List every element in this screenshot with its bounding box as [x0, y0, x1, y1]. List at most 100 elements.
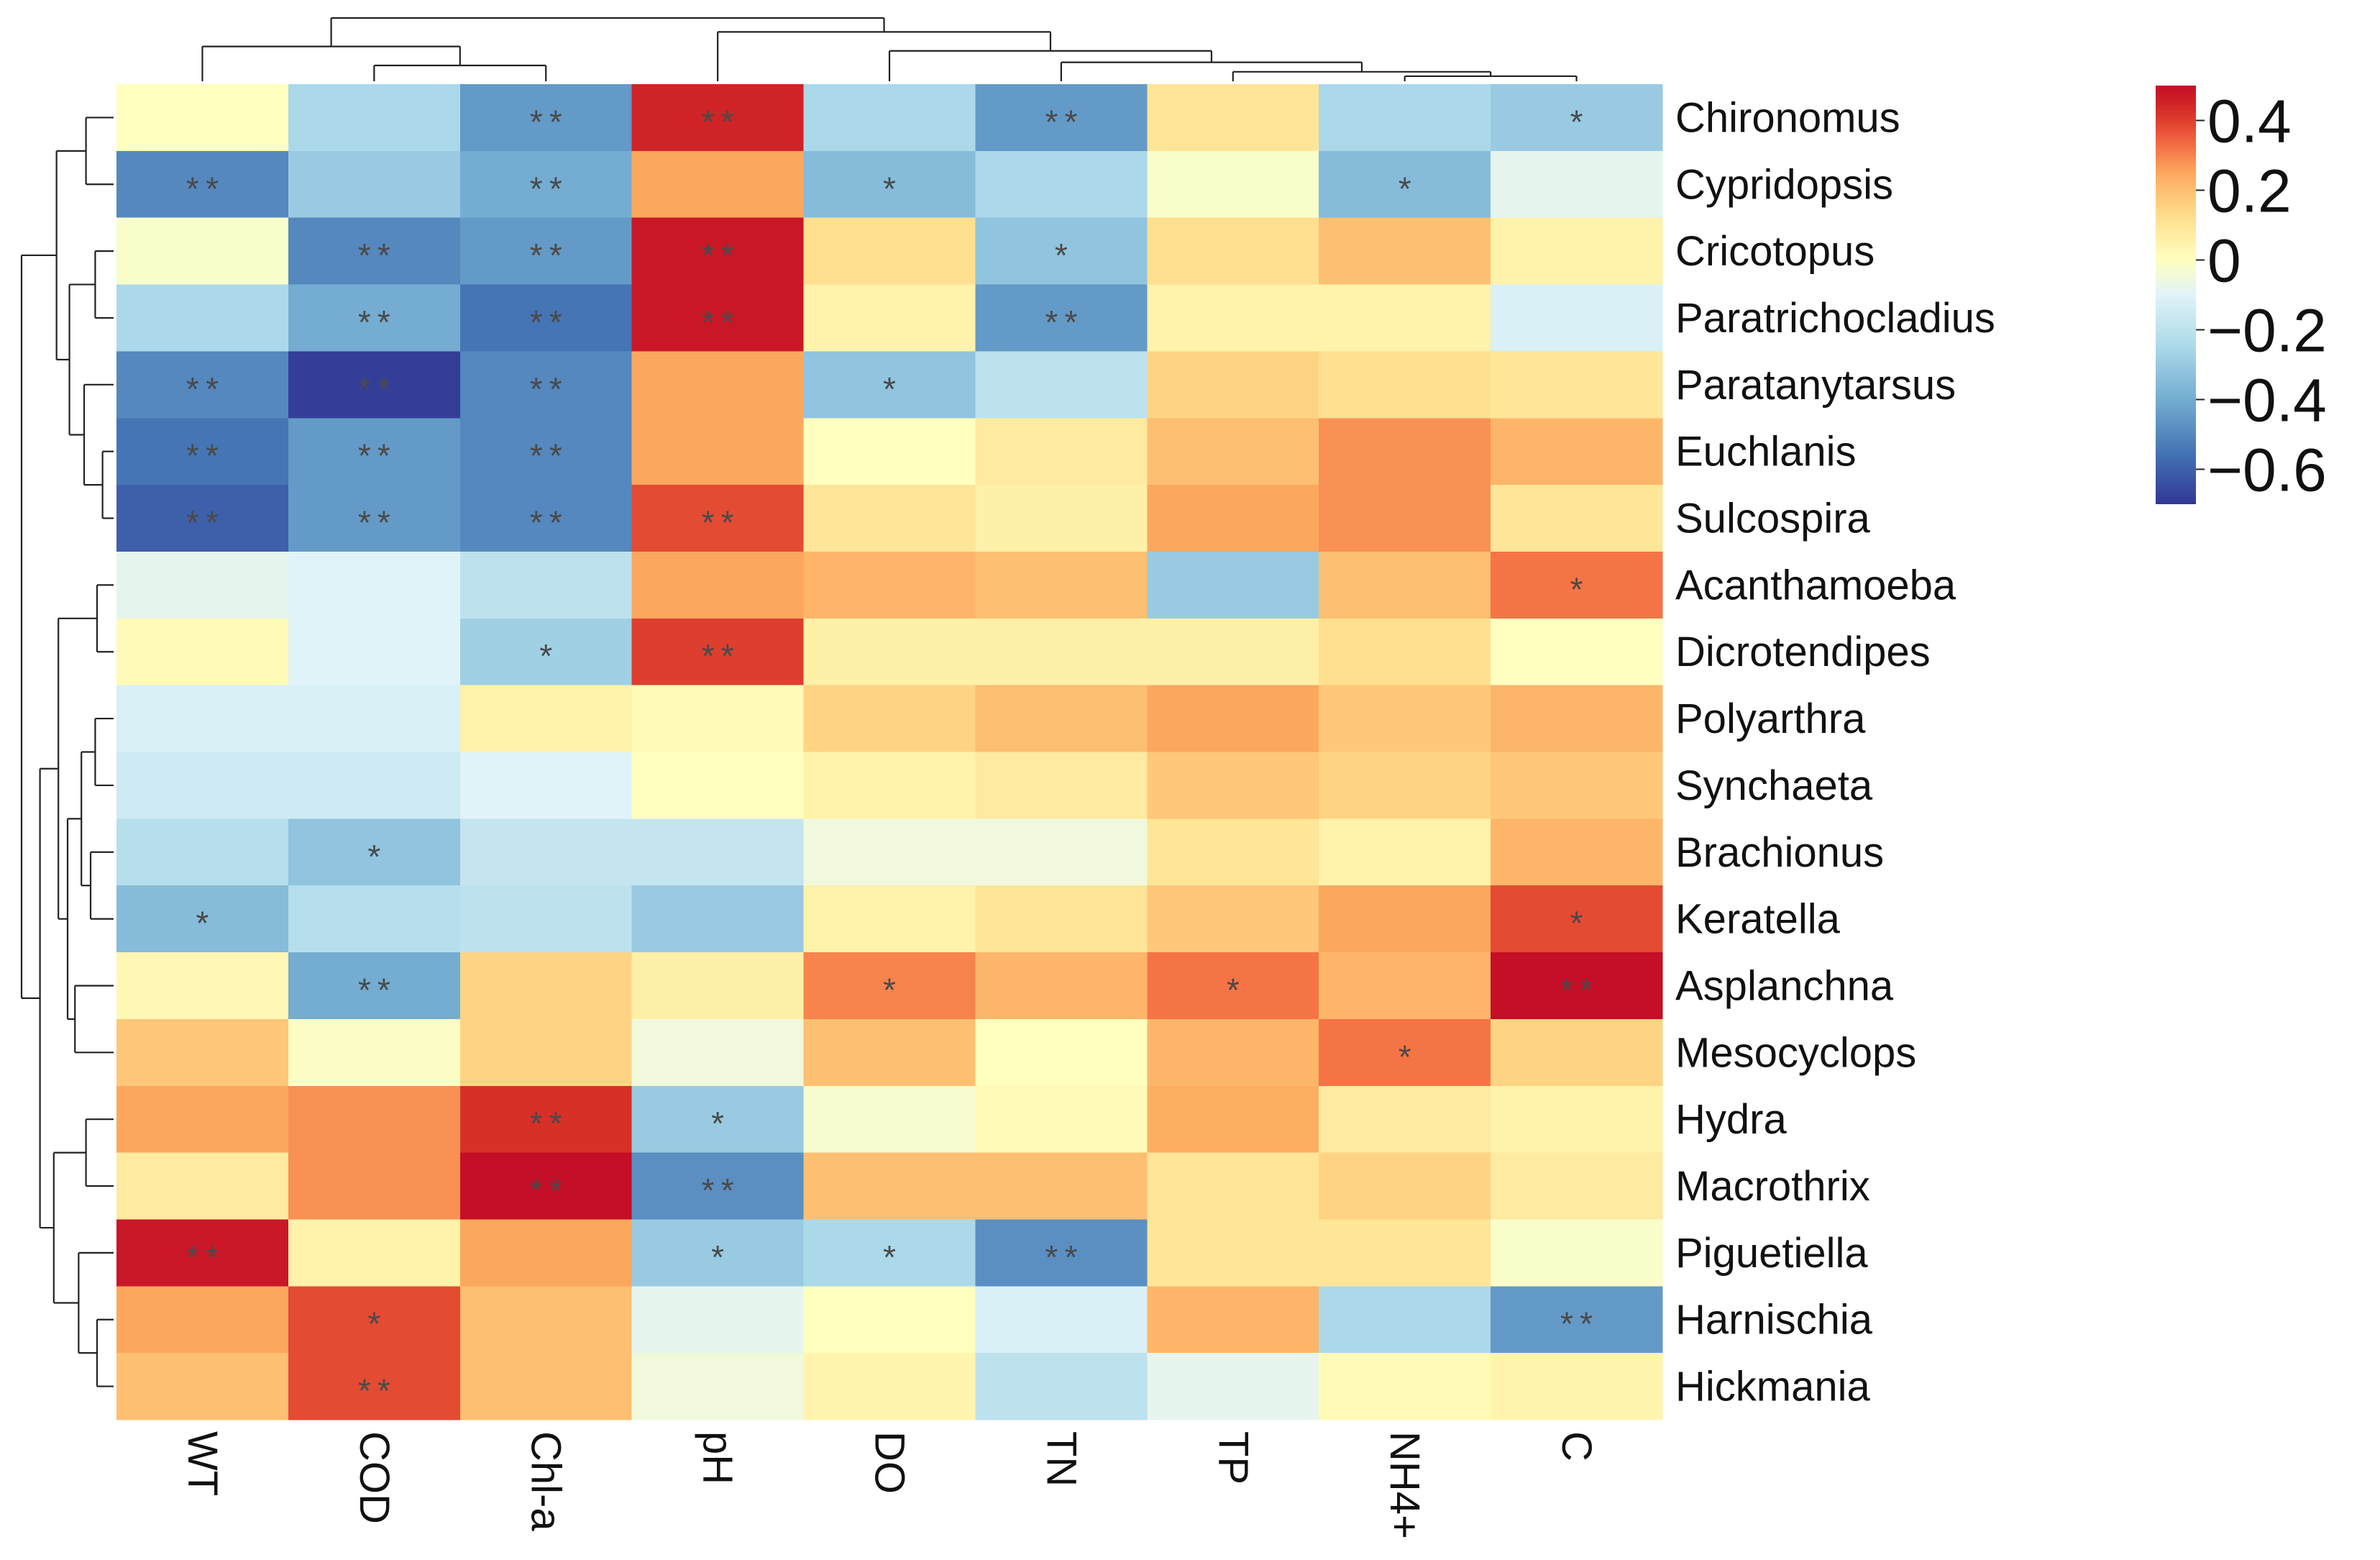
cell-polyarthra-c — [1491, 685, 1663, 753]
row-label-cricotopus: Cricotopus — [1675, 228, 1875, 275]
cell-asplanchna-tp — [1147, 952, 1319, 1020]
color-legend-ticks: 0.40.20−0.2−0.4−0.6 — [2196, 88, 2327, 504]
cell-paratanytarsus-cod — [288, 351, 461, 419]
cell-dicrotendipes-do — [803, 618, 976, 686]
cell-macrothrix-do — [803, 1152, 976, 1221]
cell-cypridopsis-tn — [975, 150, 1148, 219]
cell-cypridopsis-nh4 — [1319, 150, 1491, 219]
cell-euchlanis-c — [1491, 418, 1663, 485]
significance-mark: * * — [186, 170, 219, 207]
cell-synchaeta-wt — [116, 752, 289, 819]
cell-polyarthra-cod — [288, 685, 461, 753]
significance-mark: * — [196, 905, 209, 942]
cell-sulcospira-nh4 — [1319, 485, 1491, 552]
cell-sulcospira-tp — [1147, 485, 1319, 552]
row-label-euchlanis: Euchlanis — [1675, 429, 1856, 475]
cell-synchaeta-tn — [975, 752, 1148, 819]
cell-hickmania-wt — [116, 1353, 289, 1420]
cell-hickmania-tn — [975, 1353, 1148, 1420]
row-label-hickmania: Hickmania — [1675, 1364, 1870, 1410]
significance-mark: * * — [702, 103, 734, 140]
significance-mark: * * — [186, 437, 219, 475]
cell-harnischia-chla — [459, 1286, 633, 1354]
cell-keratella-chla — [459, 885, 633, 953]
cell-acanthamoeba-wt — [116, 551, 289, 619]
significance-mark: * * — [1045, 304, 1077, 341]
cell-harnischia-do — [803, 1286, 976, 1354]
row-label-polyarthra: Polyarthra — [1675, 695, 1866, 742]
legend-tick-label: 0 — [2207, 227, 2241, 295]
cell-chironomus-chla — [459, 84, 633, 152]
cell-cricotopus-wt — [116, 217, 289, 286]
cell-cypridopsis-do — [803, 150, 976, 219]
cell-dicrotendipes-tn — [975, 618, 1148, 686]
significance-mark: * — [883, 170, 896, 207]
cell-asplanchna-nh4 — [1319, 952, 1491, 1020]
significance-mark: * * — [530, 1105, 562, 1142]
cell-paratrichocladius-ph — [631, 284, 805, 352]
cell-keratella-cod — [288, 885, 461, 953]
significance-mark: * — [367, 838, 380, 875]
cell-paratrichocladius-cod — [288, 284, 461, 352]
cell-cypridopsis-ph — [631, 150, 805, 219]
row-label-paratrichocladius: Paratrichocladius — [1675, 295, 1995, 342]
significance-mark: * * — [1045, 1239, 1077, 1276]
cell-paratanytarsus-tp — [1147, 351, 1319, 419]
significance-mark: * — [1055, 237, 1068, 274]
row-labels: Chironomus Cypridopsis Cricotopus Paratrich… — [1675, 94, 1995, 1410]
cell-sulcospira-cod — [288, 485, 461, 552]
significance-mark: * * — [530, 437, 562, 475]
cell-harnischia-cod — [288, 1286, 461, 1354]
cell-hydra-do — [803, 1085, 976, 1154]
cell-dicrotendipes-wt — [116, 618, 289, 686]
cell-piguetiella-ph — [631, 1219, 805, 1287]
column-label-c: C — [1553, 1431, 1600, 1461]
row-label-sulcospira: Sulcospira — [1675, 496, 1871, 542]
cell-synchaeta-c — [1491, 752, 1663, 819]
cell-polyarthra-tp — [1147, 685, 1319, 753]
cell-cricotopus-tp — [1147, 217, 1319, 286]
cell-polyarthra-chla — [459, 685, 633, 753]
cell-polyarthra-ph — [631, 685, 805, 753]
color-legend-bar — [2156, 86, 2196, 504]
cell-brachionus-chla — [459, 818, 633, 886]
cell-macrothrix-nh4 — [1319, 1152, 1491, 1221]
cell-hickmania-ph — [631, 1353, 805, 1420]
cell-paratrichocladius-tn — [975, 284, 1148, 352]
cell-acanthamoeba-cod — [288, 551, 461, 619]
significance-mark: * * — [358, 504, 390, 542]
cell-hickmania-c — [1491, 1353, 1663, 1420]
significance-mark: * * — [702, 504, 734, 542]
cell-cricotopus-nh4 — [1319, 217, 1491, 286]
cell-piguetiella-cod — [288, 1219, 461, 1287]
cell-macrothrix-wt — [116, 1152, 289, 1221]
cell-piguetiella-c — [1491, 1219, 1663, 1287]
cell-paratanytarsus-wt — [116, 351, 289, 419]
cell-brachionus-tn — [975, 818, 1148, 886]
cell-chironomus-tp — [1147, 84, 1319, 152]
cell-macrothrix-tn — [975, 1152, 1148, 1221]
row-label-macrothrix: Macrothrix — [1675, 1163, 1870, 1210]
legend-tick-label: −0.2 — [2207, 297, 2327, 365]
cell-hydra-wt — [116, 1085, 289, 1154]
column-label-tn: TN — [1038, 1431, 1084, 1487]
column-dendrogram — [201, 17, 1578, 81]
cell-paratrichocladius-wt — [116, 284, 289, 352]
color-legend: 0.40.20−0.2−0.4−0.6 — [2156, 86, 2327, 504]
cell-cricotopus-tn — [975, 217, 1148, 286]
cell-asplanchna-wt — [116, 952, 289, 1020]
cell-keratella-do — [803, 885, 976, 953]
cell-hydra-c — [1491, 1085, 1663, 1154]
significance-marks: * * * * * * ** * * * * ** * * * * * ** * * * * * * *… — [186, 103, 1593, 1409]
cell-piguetiella-tp — [1147, 1219, 1319, 1287]
cell-hickmania-cod — [288, 1353, 461, 1420]
cell-cricotopus-chla — [459, 217, 633, 286]
column-label-nh4: NH4+ — [1381, 1431, 1428, 1539]
cell-sulcospira-ph — [631, 485, 805, 552]
row-label-piguetiella: Piguetiella — [1675, 1230, 1868, 1277]
cell-acanthamoeba-nh4 — [1319, 551, 1491, 619]
cell-euchlanis-wt — [116, 418, 289, 485]
significance-mark: * — [1570, 905, 1583, 942]
significance-mark: * * — [186, 504, 219, 542]
significance-mark: * * — [358, 971, 390, 1008]
